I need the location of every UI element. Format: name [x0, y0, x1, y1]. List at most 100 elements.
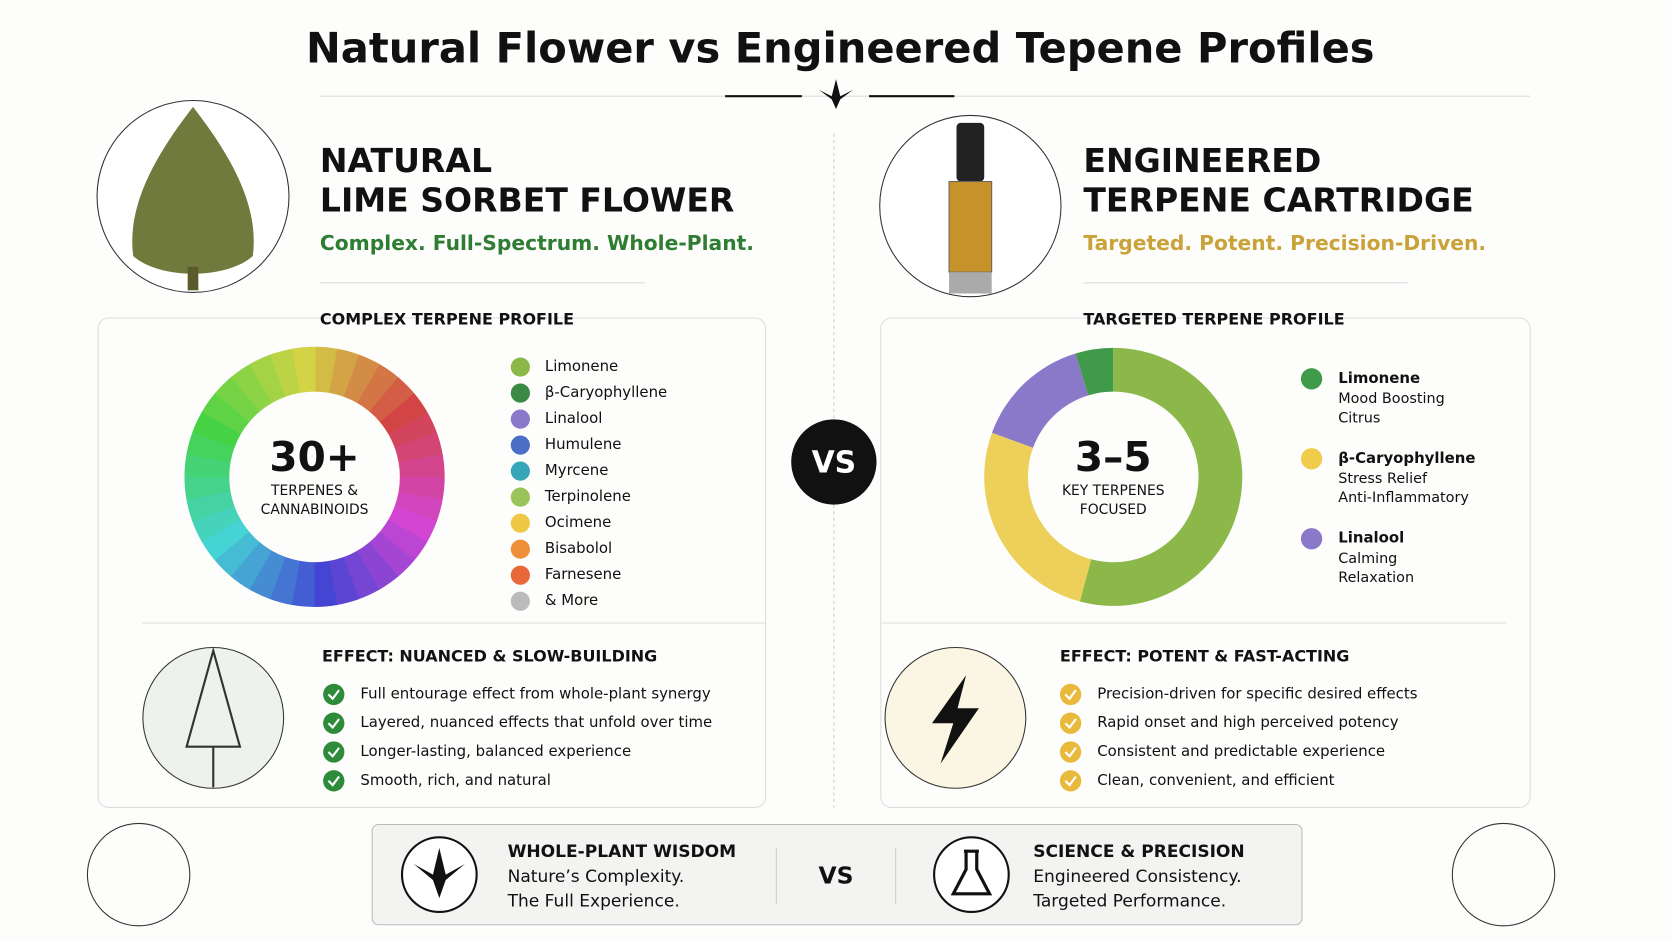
donut-segment — [992, 353, 1089, 448]
check-icon — [323, 741, 345, 763]
legend-dot — [510, 565, 530, 585]
legend-dot — [510, 487, 530, 507]
legend-label: β-Caryophyllene — [545, 383, 667, 401]
vs-badge — [791, 419, 877, 505]
donut-segment — [356, 542, 399, 591]
donut-segment — [230, 363, 273, 412]
donut-segment — [368, 531, 415, 578]
effect-item: Smooth, rich, and natural — [360, 771, 550, 789]
legend-label: Linalool — [1338, 529, 1404, 547]
center-label: TERPENES & — [270, 483, 358, 499]
legend-note: Mood Boosting — [1338, 391, 1445, 407]
check-icon — [323, 683, 345, 706]
legend-dot — [510, 539, 530, 559]
legend-dot — [510, 461, 530, 481]
donut-segment — [388, 411, 438, 449]
legend-label: Humulene — [545, 435, 622, 453]
donut-segment — [290, 560, 315, 607]
flask — [950, 849, 993, 896]
effect-item: Rapid onset and high perceived potency — [1097, 713, 1398, 731]
donut-segment — [270, 348, 301, 397]
flower-stem — [187, 266, 199, 291]
check-mark — [327, 689, 340, 701]
legend-dot — [510, 409, 530, 429]
heading: TERPENE CARTRIDGE — [1083, 180, 1473, 219]
donut-segment — [291, 346, 316, 393]
donut-segment — [269, 556, 300, 606]
center-value: 30+ — [269, 433, 359, 481]
cartridge-oil — [948, 180, 993, 273]
terpene-donut — [984, 347, 1243, 606]
check-mark — [1064, 775, 1077, 787]
legend-label: Limonene — [545, 357, 618, 375]
footer-line: Nature’s Complexity. — [508, 867, 685, 887]
donut-segment — [343, 550, 380, 600]
lime-drawing — [1451, 822, 1556, 927]
legend-label: Bisabolol — [545, 539, 612, 557]
legend-dot — [510, 435, 530, 455]
footer-vs: VS — [818, 861, 853, 889]
center-value: 3–5 — [1075, 433, 1152, 481]
legend-label: Myrcene — [545, 461, 608, 479]
legend-note: Relaxation — [1338, 570, 1414, 586]
check-mark — [327, 775, 340, 787]
donut-segment — [394, 491, 443, 523]
legend-label: β-Caryophyllene — [1338, 449, 1475, 467]
donut-segment — [329, 348, 361, 397]
legend-dot — [1300, 368, 1323, 390]
donut-segment — [984, 432, 1092, 602]
donut-segment — [398, 454, 445, 479]
center-label: CANNABINOIDS — [261, 502, 369, 518]
legend-dot — [1300, 528, 1323, 550]
legend-dot — [510, 591, 530, 611]
donut-segment — [184, 453, 231, 477]
donut-segment — [1079, 347, 1243, 606]
footer-line: The Full Experience. — [507, 891, 680, 911]
donut-segment — [214, 376, 261, 423]
leaf-icon — [818, 79, 854, 110]
title: Natural Flower vs Engineered Tepene Prof… — [306, 23, 1375, 72]
effect-item: Precision-driven for specific desired ef… — [1097, 684, 1417, 702]
terpene-donut — [184, 346, 445, 607]
donut-segment — [328, 557, 360, 606]
leaf — [413, 847, 465, 899]
lime-drawing — [86, 822, 191, 927]
profile-title: TARGETED TERPENE PROFILE — [1083, 310, 1344, 329]
flask-icon — [933, 836, 1010, 914]
tagline: Complex. Full-Spectrum. Whole-Plant. — [320, 231, 754, 255]
donut-segment — [214, 531, 260, 577]
plant-drawing — [185, 646, 242, 788]
effect-title: EFFECT: NUANCED & SLOW-BUILDING — [322, 647, 657, 666]
donut-segment — [388, 506, 437, 543]
profile-title: COMPLEX TERPENE PROFILE — [320, 310, 574, 329]
footer-box — [371, 823, 1303, 926]
legend-label: Ocimene — [545, 513, 611, 531]
footer-line: Engineered Consistency. — [1033, 867, 1241, 887]
heading: NATURAL — [320, 141, 492, 180]
legend-dot — [510, 357, 530, 377]
effect-item: Longer-lasting, balanced experience — [360, 742, 631, 760]
donut-segment — [192, 410, 242, 448]
check-icon — [323, 770, 345, 792]
legend-label: Linalool — [545, 409, 603, 427]
heading: ENGINEERED — [1083, 141, 1321, 180]
donut-segment — [186, 490, 235, 522]
donut-segment — [230, 541, 272, 590]
check-mark — [327, 718, 340, 730]
check-icon — [1059, 712, 1082, 734]
check-icon — [1059, 683, 1082, 706]
legend-note: Calming — [1338, 551, 1397, 567]
legend-label: Farnesene — [545, 565, 621, 583]
check-mark — [1064, 718, 1077, 730]
donut-segment — [1075, 347, 1114, 396]
donut-segment — [369, 377, 415, 423]
check-mark — [1064, 747, 1077, 758]
profile-card — [880, 317, 1531, 808]
heading: LIME SORBET FLOWER — [320, 180, 735, 219]
donut-segment — [314, 346, 339, 394]
footer-line: Targeted Performance. — [1032, 891, 1226, 911]
check-icon — [323, 712, 345, 734]
vs-label: VS — [812, 446, 857, 481]
donut-segment — [191, 505, 241, 542]
